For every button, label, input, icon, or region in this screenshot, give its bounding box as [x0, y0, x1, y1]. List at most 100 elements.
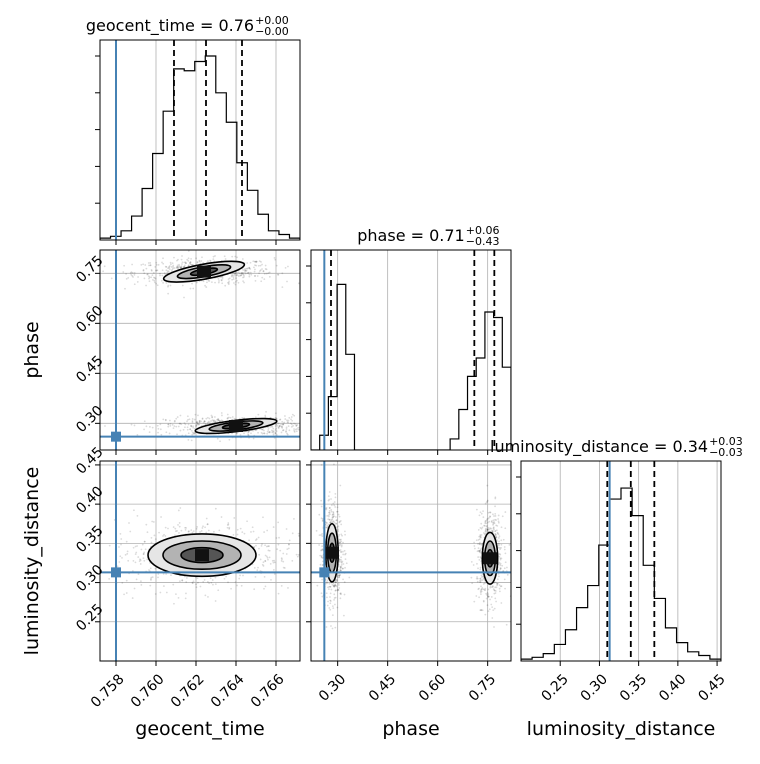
sample-point — [234, 272, 237, 275]
x-tick-label-luminosity_distance: 0.45 — [695, 671, 728, 704]
sample-point — [479, 581, 482, 583]
sample-point — [329, 585, 332, 588]
sample-point — [254, 539, 257, 542]
sample-point — [288, 416, 291, 419]
sample-point — [273, 561, 276, 564]
sample-point — [277, 521, 280, 524]
sample-point — [257, 536, 260, 539]
sample-point — [259, 269, 262, 272]
sample-point — [125, 592, 128, 594]
sample-point — [325, 581, 328, 583]
sample-point — [281, 286, 284, 289]
sample-point — [339, 543, 342, 546]
sample-point — [263, 432, 266, 435]
sample-point — [284, 267, 287, 269]
sample-point — [262, 565, 265, 567]
sample-point — [333, 585, 336, 588]
sample-point — [506, 573, 509, 576]
sample-point — [252, 260, 255, 263]
sample-point — [214, 420, 217, 422]
scatter-points — [315, 463, 511, 630]
sample-point — [302, 539, 304, 541]
sample-point — [132, 559, 135, 562]
sample-point — [157, 263, 160, 266]
sample-point — [499, 548, 501, 551]
sample-point — [483, 588, 486, 591]
sample-point — [241, 531, 244, 534]
sample-point — [479, 543, 481, 546]
sample-point — [133, 509, 135, 512]
sample-point — [494, 592, 497, 594]
sample-point — [202, 280, 205, 283]
sample-point — [498, 590, 501, 593]
sample-point — [496, 578, 499, 581]
histogram-luminosity_distance — [521, 487, 721, 661]
sample-point — [485, 530, 488, 533]
sample-point — [328, 585, 331, 588]
sample-point — [489, 598, 491, 601]
sample-point — [136, 545, 138, 547]
sample-point — [505, 623, 508, 626]
sample-point — [170, 266, 173, 268]
sample-point — [195, 257, 198, 260]
sample-point — [161, 269, 164, 272]
sample-point — [240, 274, 242, 277]
sample-point — [239, 527, 242, 530]
sample-point — [320, 556, 323, 558]
sample-point — [201, 527, 204, 529]
sample-point — [286, 548, 289, 551]
sample-point — [236, 274, 239, 277]
sample-point — [148, 277, 150, 280]
sample-point — [156, 269, 159, 272]
sample-point — [275, 427, 278, 430]
sample-point — [334, 596, 337, 599]
sample-point — [121, 581, 124, 584]
sample-point — [320, 534, 322, 536]
sample-point — [489, 515, 491, 518]
sample-point — [168, 265, 170, 268]
sample-point — [211, 579, 214, 581]
panel-content — [100, 40, 300, 240]
sample-point — [184, 426, 186, 429]
sample-point — [236, 279, 238, 282]
sample-point — [291, 413, 294, 416]
sample-point — [338, 538, 341, 541]
sample-point — [478, 596, 480, 599]
sample-point — [475, 595, 478, 597]
sample-point — [329, 592, 332, 595]
sample-point — [214, 255, 216, 257]
sample-point — [154, 277, 157, 280]
sample-point — [143, 559, 146, 562]
sample-point — [244, 269, 246, 272]
sample-point — [187, 418, 189, 421]
sample-point — [237, 281, 240, 284]
sample-point — [231, 274, 234, 277]
sample-point — [344, 533, 346, 536]
sample-point — [275, 430, 278, 433]
sample-point — [330, 520, 332, 522]
sample-point — [164, 419, 167, 422]
sample-point — [261, 428, 264, 431]
sample-point — [274, 429, 277, 431]
panel-frame — [310, 460, 512, 662]
sample-point — [339, 541, 341, 544]
sample-point — [340, 559, 343, 561]
sample-point — [499, 562, 502, 565]
y-tick-label-phase: 0.75 — [73, 253, 106, 286]
sample-point — [491, 529, 494, 532]
sample-point — [147, 262, 150, 264]
sample-point — [220, 279, 223, 282]
sample-point — [337, 513, 340, 516]
sample-point — [154, 593, 157, 595]
sample-point — [494, 586, 497, 589]
sample-point — [332, 585, 335, 587]
panel-geocent_time-phase: 0.30 0.45 0.60 0.75 — [73, 249, 301, 455]
sample-point — [250, 432, 252, 435]
sample-point — [254, 280, 257, 282]
sample-point — [267, 431, 270, 434]
sample-point — [249, 268, 252, 270]
sample-point — [271, 430, 274, 432]
sample-point — [280, 425, 283, 428]
sample-point — [487, 526, 490, 529]
sample-point — [491, 530, 494, 533]
